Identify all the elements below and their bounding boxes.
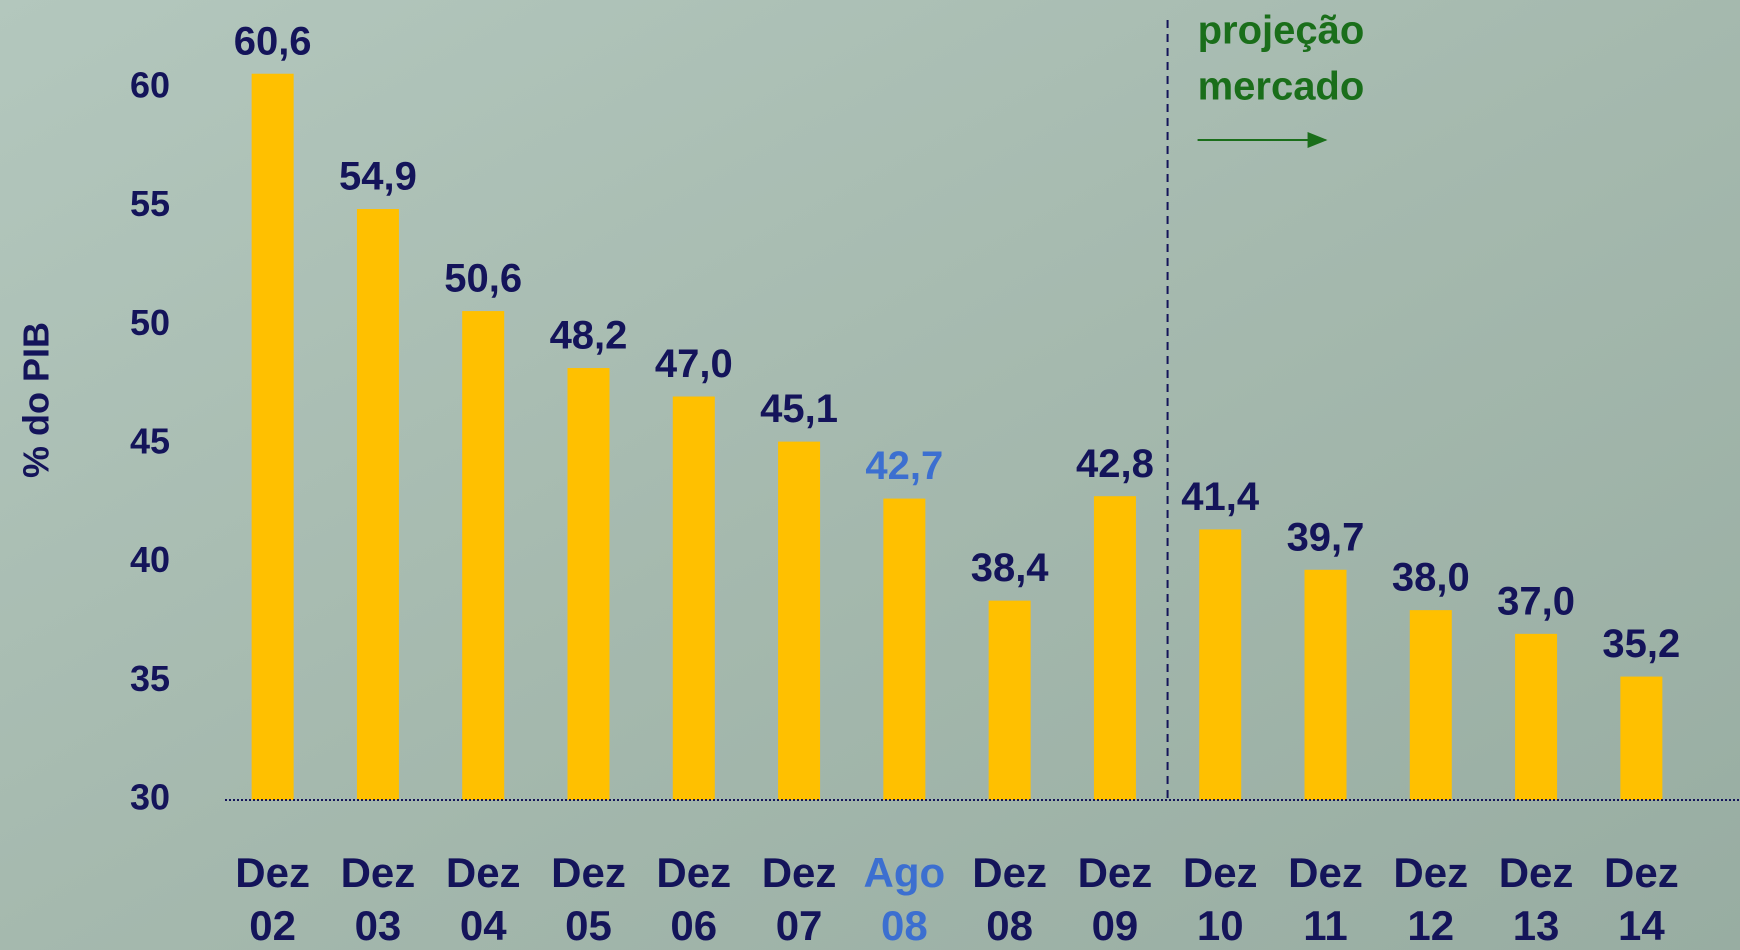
bar xyxy=(883,499,925,800)
bar xyxy=(989,601,1031,800)
y-tick-label: 35 xyxy=(130,658,170,699)
x-tick-label: Dez xyxy=(1288,849,1363,896)
x-tick-label: Dez xyxy=(551,849,626,896)
y-tick-label: 55 xyxy=(130,183,170,224)
x-tick-label: Dez xyxy=(972,849,1047,896)
value-label: 39,7 xyxy=(1287,515,1365,559)
bar xyxy=(673,397,715,800)
bar xyxy=(357,209,399,800)
x-tick-label: 05 xyxy=(565,902,612,949)
value-label: 38,4 xyxy=(971,546,1050,590)
x-tick-label: 08 xyxy=(986,902,1033,949)
bar xyxy=(462,311,504,800)
bar xyxy=(778,442,820,800)
value-label: 38,0 xyxy=(1392,556,1470,600)
y-tick-label: 30 xyxy=(130,777,170,818)
value-label: 35,2 xyxy=(1602,622,1680,666)
annotation: projeção xyxy=(1198,9,1365,53)
x-tick-label: Dez xyxy=(1183,849,1258,896)
x-tick-label: 11 xyxy=(1303,902,1347,949)
y-axis-title: % do PIB xyxy=(16,322,57,478)
x-tick-label: 07 xyxy=(776,902,823,949)
annotation: mercado xyxy=(1198,65,1365,109)
x-tick-label: 04 xyxy=(460,902,507,949)
x-tick-label: Ago xyxy=(864,849,946,896)
chart: % do PIB 30 35 40 45 50 55 60 projeção mercado 60… xyxy=(0,0,1740,950)
bar xyxy=(1199,529,1241,800)
value-label: 54,9 xyxy=(339,155,417,199)
y-tick-label: 50 xyxy=(130,302,170,343)
x-tick-label: Dez xyxy=(1604,849,1679,896)
value-label: 45,1 xyxy=(760,387,838,431)
x-tick-label: 09 xyxy=(1092,902,1139,949)
x-tick-label: Dez xyxy=(1499,849,1574,896)
y-tick-label: 45 xyxy=(130,421,170,462)
x-tick-label: 10 xyxy=(1197,902,1244,949)
bar xyxy=(1620,677,1662,800)
x-tick-label: Dez xyxy=(446,849,521,896)
x-tick-label: 03 xyxy=(355,902,402,949)
x-tick-label: Dez xyxy=(1078,849,1153,896)
bar xyxy=(1410,610,1452,800)
x-tick-label: Dez xyxy=(235,849,310,896)
bar xyxy=(1305,570,1347,800)
bar xyxy=(1515,634,1557,800)
x-tick-label: Dez xyxy=(1393,849,1468,896)
value-label: 42,7 xyxy=(865,444,943,488)
x-tick-label: 13 xyxy=(1513,902,1560,949)
bar xyxy=(568,368,610,800)
x-tick-label: 08 xyxy=(881,902,928,949)
y-tick-label: 60 xyxy=(130,64,170,105)
value-label: 42,8 xyxy=(1076,442,1154,486)
x-tick-label: 12 xyxy=(1407,902,1454,949)
value-label: 47,0 xyxy=(655,342,733,386)
x-tick-label: 14 xyxy=(1618,902,1665,949)
bar xyxy=(1094,496,1136,800)
x-tick-label: Dez xyxy=(762,849,837,896)
bar xyxy=(252,74,294,800)
value-label: 60,6 xyxy=(234,19,312,63)
value-label: 50,6 xyxy=(444,257,522,301)
x-tick-label: Dez xyxy=(341,849,416,896)
y-tick-label: 40 xyxy=(130,539,170,580)
value-label: 41,4 xyxy=(1181,475,1260,519)
x-tick-label: Dez xyxy=(656,849,731,896)
x-tick-label: 02 xyxy=(249,902,296,949)
value-label: 48,2 xyxy=(550,314,628,358)
x-tick-label: 06 xyxy=(670,902,717,949)
value-label: 37,0 xyxy=(1497,579,1575,623)
